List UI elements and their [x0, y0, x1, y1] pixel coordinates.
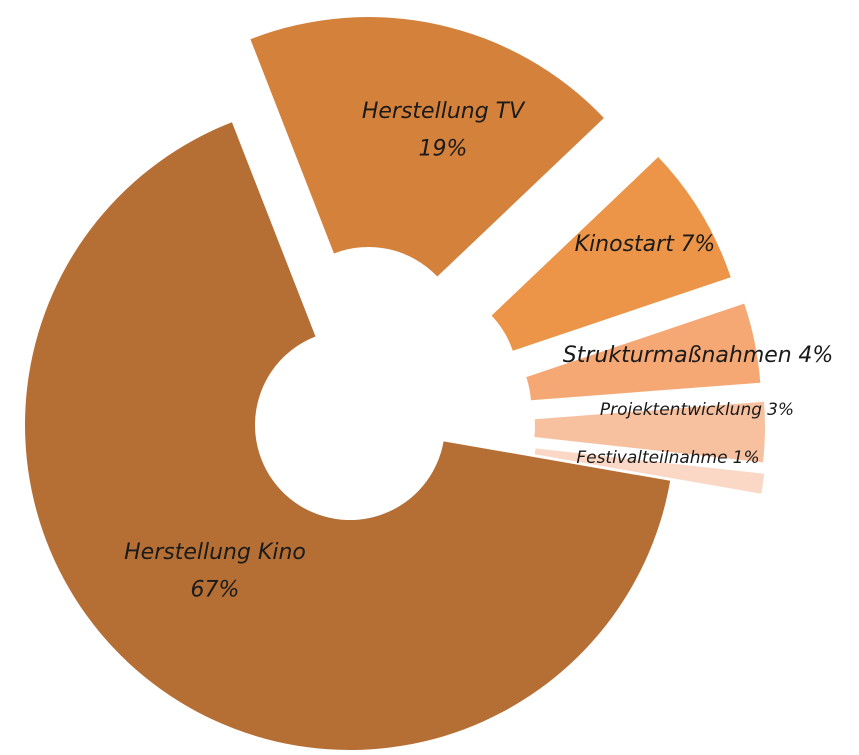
slice: [534, 401, 765, 463]
category-label: Projektentwicklung: [600, 400, 762, 420]
slice: [534, 448, 765, 494]
category-label: Strukturmaßnahmen: [563, 343, 792, 368]
slice-label: Strukturmaßnahmen 4%: [563, 343, 833, 368]
value-label: 19%: [419, 136, 468, 161]
slice-label: Kinostart 7%: [575, 232, 716, 257]
value-label: 7%: [680, 232, 715, 257]
slice-label: Herstellung TV 19%: [362, 99, 526, 161]
category-label: Festivalteilnahme: [576, 448, 727, 468]
slice-label: Herstellung Kino 67%: [124, 540, 306, 602]
category-label: Herstellung Kino: [124, 540, 306, 565]
value-label: 67%: [191, 577, 240, 602]
value-label: 3%: [767, 400, 794, 420]
category-label: Kinostart: [575, 232, 676, 257]
slice: [491, 157, 731, 351]
slice: [250, 17, 604, 277]
value-label: 1%: [733, 448, 760, 468]
category-label: Herstellung TV: [362, 99, 526, 124]
value-label: 4%: [798, 343, 833, 368]
slice: [526, 303, 761, 401]
slice-label: Projektentwicklung 3%: [600, 400, 794, 420]
slice-label: Festivalteilnahme 1%: [576, 448, 759, 468]
slice: [24, 122, 671, 751]
